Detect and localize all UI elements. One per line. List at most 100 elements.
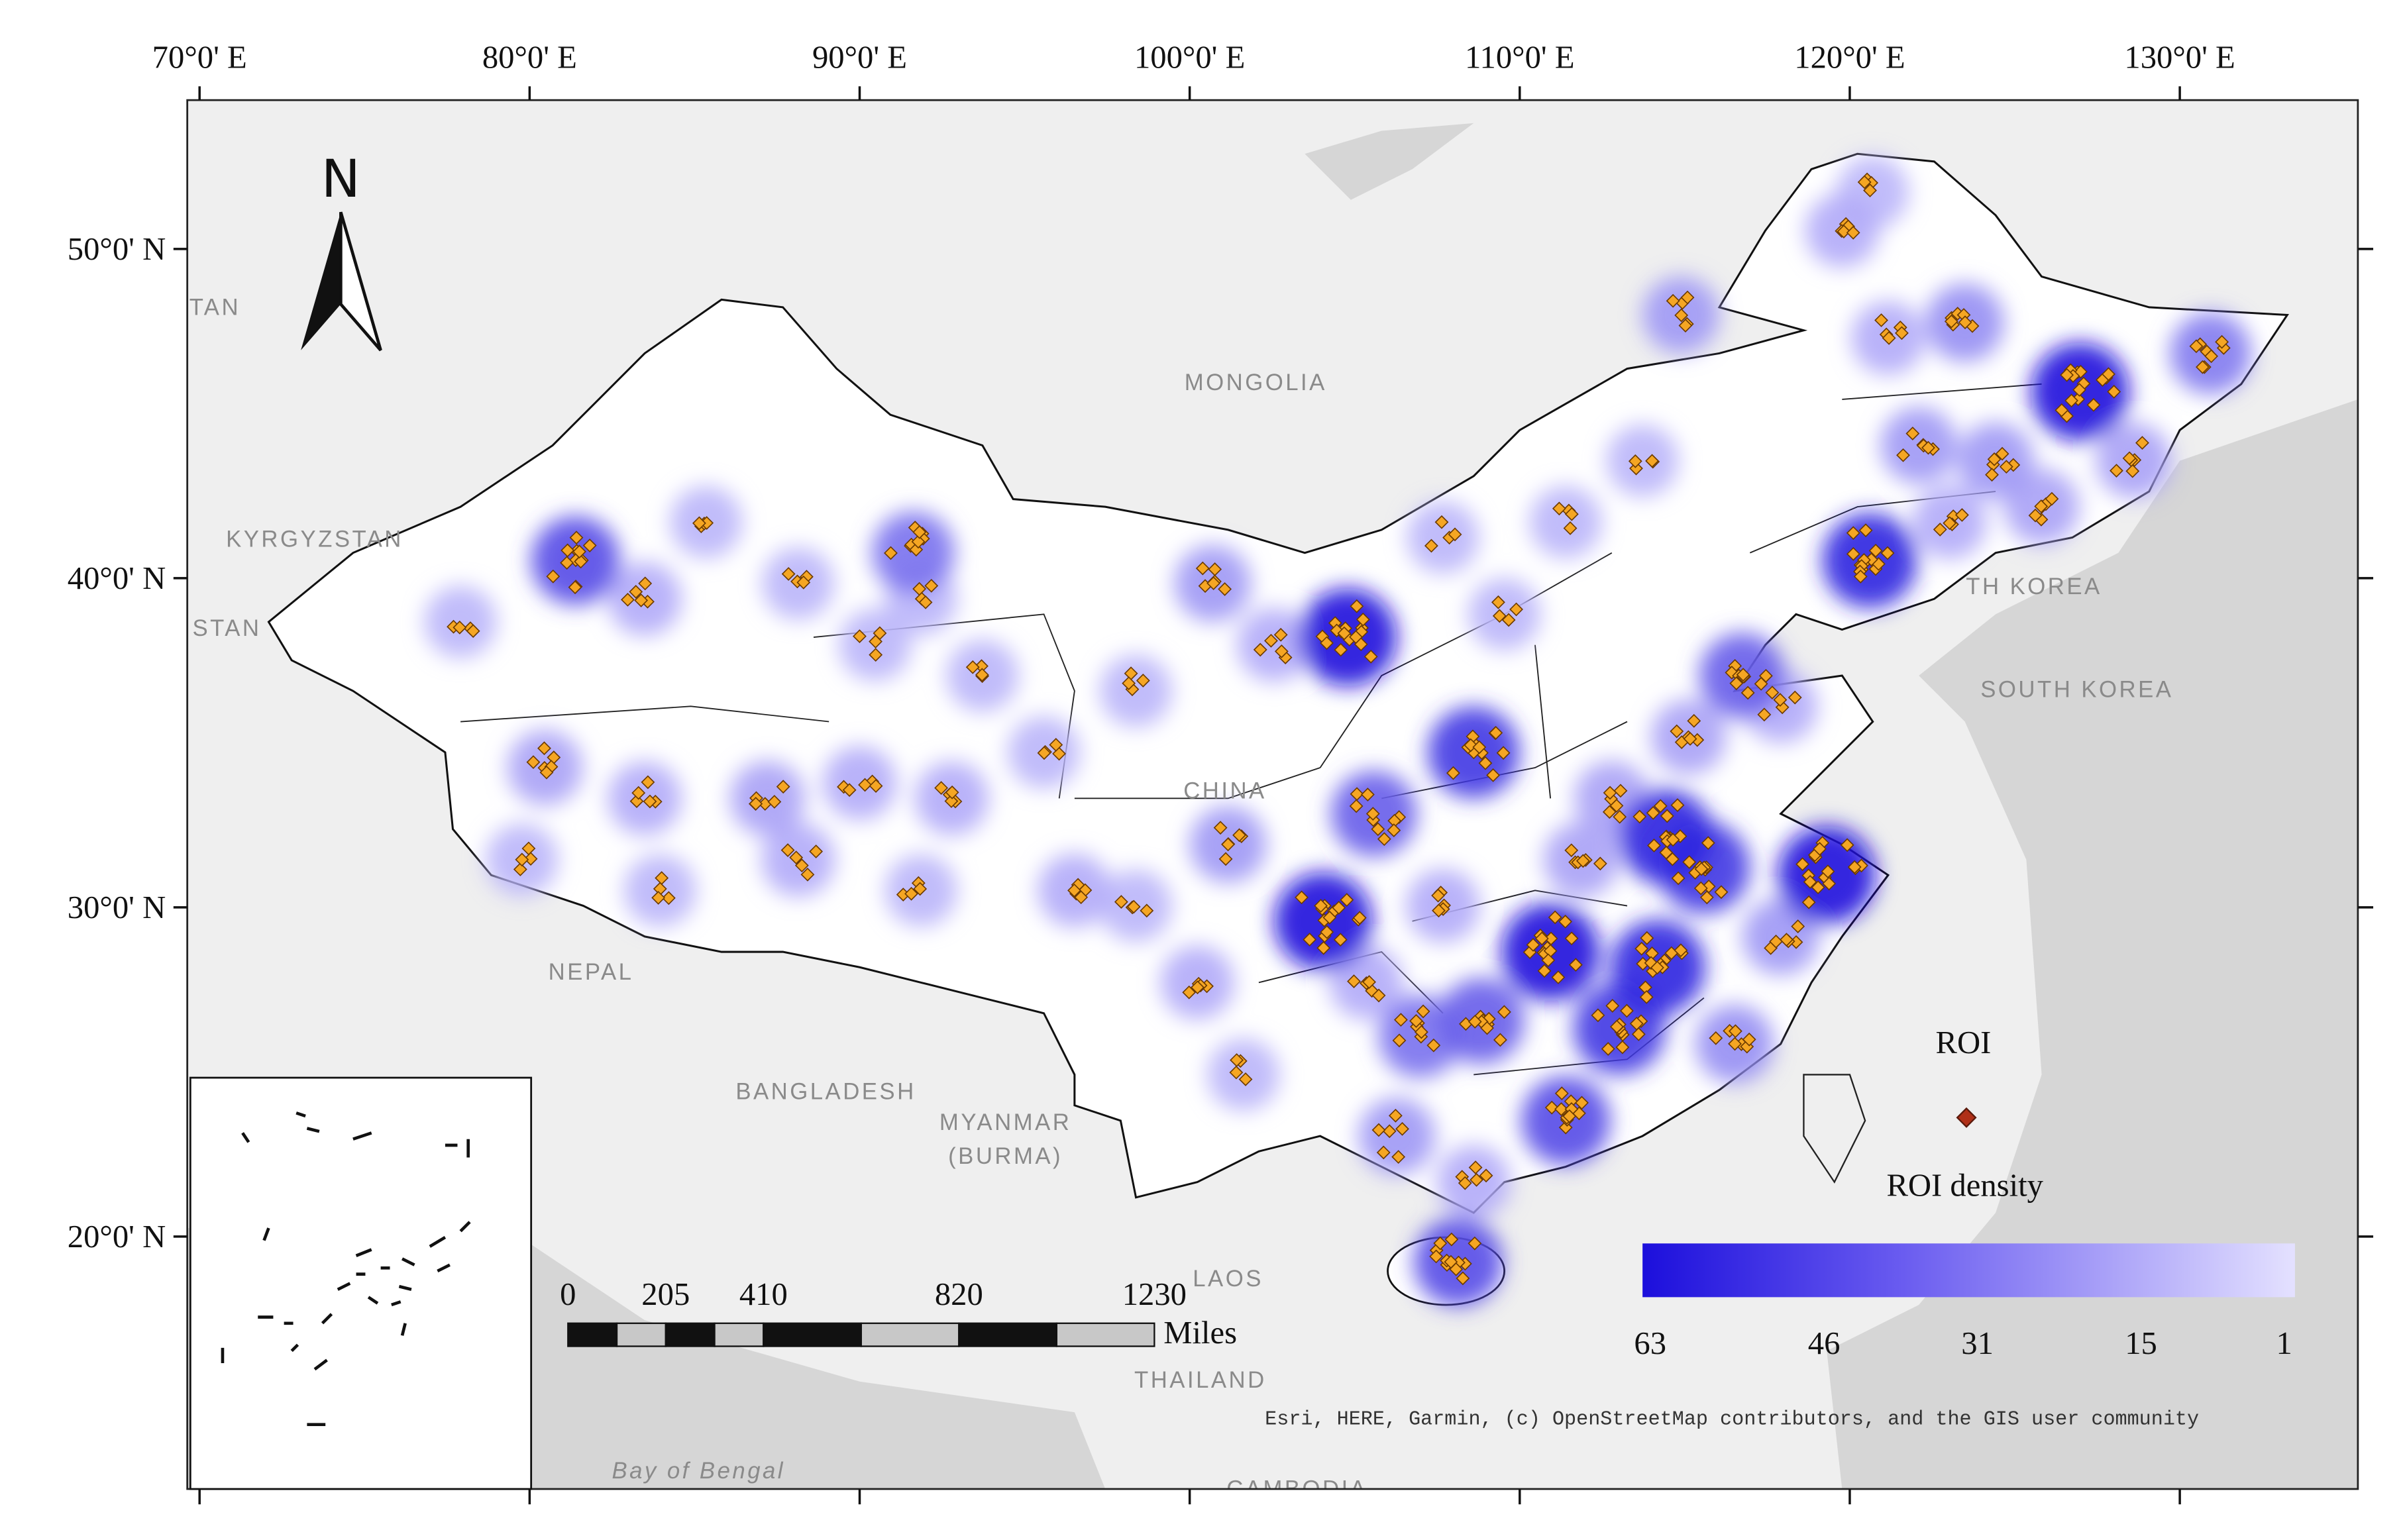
roi-point [1985, 468, 1999, 482]
roi-point [1394, 1013, 1408, 1027]
roi-point [1683, 732, 1697, 746]
roi-point [913, 882, 928, 896]
roi-point [1847, 860, 1862, 874]
roi-point [1736, 668, 1750, 682]
roi-point [1694, 862, 1709, 876]
roi-point [1392, 1033, 1407, 1048]
roi-point [2034, 499, 2049, 513]
roi-point [1334, 642, 1348, 657]
roi-point [858, 778, 872, 792]
roi-point [1631, 1027, 1646, 1041]
roi-point [934, 781, 949, 795]
roi-point [1468, 1236, 1482, 1251]
colorbar-label: 63 [1634, 1325, 1666, 1361]
roi-point [809, 845, 824, 858]
roi-point [1639, 990, 1654, 1004]
roi-point [1629, 461, 1643, 476]
roi-point [1944, 314, 1958, 329]
legend-title: ROI [1936, 1025, 1992, 1060]
roi-point [1709, 1031, 1723, 1045]
roi-point [521, 841, 536, 856]
map-label: MYANMAR [939, 1110, 1071, 1135]
roi-point [641, 775, 655, 790]
roi-point [2102, 367, 2115, 382]
roi-point [1882, 331, 1896, 345]
sea-east [1827, 399, 2358, 1489]
roi-point [1613, 784, 1628, 798]
roi-point [1714, 885, 1729, 899]
roi-point [1526, 938, 1540, 952]
roi-point [776, 780, 790, 794]
roi-point [1874, 313, 1888, 327]
roi-point [574, 554, 588, 569]
roi-point [651, 891, 666, 905]
roi-point [1634, 941, 1649, 956]
map-frame [186, 99, 2359, 1490]
roi-point [629, 585, 643, 599]
roi-point [1788, 690, 1802, 705]
roi-point [853, 629, 867, 644]
roi-point [539, 765, 554, 780]
roi-points [447, 172, 2231, 1286]
roi-point [1320, 636, 1334, 650]
map-label: TH KOREA [1966, 574, 2102, 599]
roi-point [869, 779, 883, 794]
roi-point [781, 567, 796, 581]
roi-point [1554, 1102, 1568, 1116]
roi-point [2122, 451, 2137, 466]
roi-point [1605, 999, 1620, 1013]
roi-point [884, 546, 898, 560]
roi-point [1444, 1232, 1459, 1247]
roi-point [1537, 964, 1552, 978]
roi-point [453, 620, 467, 635]
roi-point [1895, 326, 1909, 340]
map-label: TAN [189, 295, 241, 321]
roi-point [1295, 890, 1309, 905]
map-label: (BURMA) [948, 1144, 1063, 1169]
roi-point [1395, 1121, 1409, 1136]
scale-label: 205 [641, 1276, 690, 1312]
map-label: NEPAL [549, 960, 634, 985]
density-blob [1742, 898, 1819, 975]
roi-point [1431, 888, 1446, 903]
roi-point [869, 648, 883, 662]
roi-point [568, 580, 582, 595]
roi-point [1448, 527, 1462, 542]
roi-point [1388, 1108, 1403, 1123]
lat-label: 30°0' N [68, 890, 166, 925]
roi-point [1666, 293, 1680, 308]
scale-segment [763, 1322, 862, 1347]
roi-point [1541, 953, 1556, 968]
roi-point [2107, 384, 2121, 399]
roi-point [1273, 627, 1288, 642]
scale-label: 820 [935, 1276, 983, 1312]
lake [1305, 123, 1474, 200]
scale-segment [567, 1322, 618, 1347]
roi-point [1840, 838, 1854, 852]
roi-point [789, 850, 804, 865]
roi-point [1364, 649, 1378, 664]
roi-point [1340, 893, 1354, 907]
roi-point [1615, 1040, 1630, 1054]
density-blob [822, 746, 897, 820]
roi-point [1822, 876, 1837, 891]
roi-point [1446, 766, 1460, 780]
roi-point [1619, 1003, 1634, 1018]
roi-point [537, 741, 551, 756]
lat-label: 50°0' N [68, 231, 166, 267]
roi-point [1432, 903, 1446, 918]
roi-point [1729, 676, 1744, 691]
lon-label: 110°0' E [1465, 39, 1575, 75]
roi-point [1868, 543, 1883, 558]
roi-point [842, 783, 857, 797]
roi-point [1757, 707, 1772, 722]
roi-point [1136, 674, 1150, 688]
roi-point [1416, 1004, 1430, 1019]
roi-point [1470, 1172, 1483, 1187]
roi-point [1387, 823, 1401, 837]
roi-point [1458, 1176, 1472, 1190]
roi-point [1356, 612, 1370, 627]
roi-point [1552, 501, 1566, 516]
roi-point [975, 668, 989, 682]
roi-point [1195, 561, 1210, 576]
